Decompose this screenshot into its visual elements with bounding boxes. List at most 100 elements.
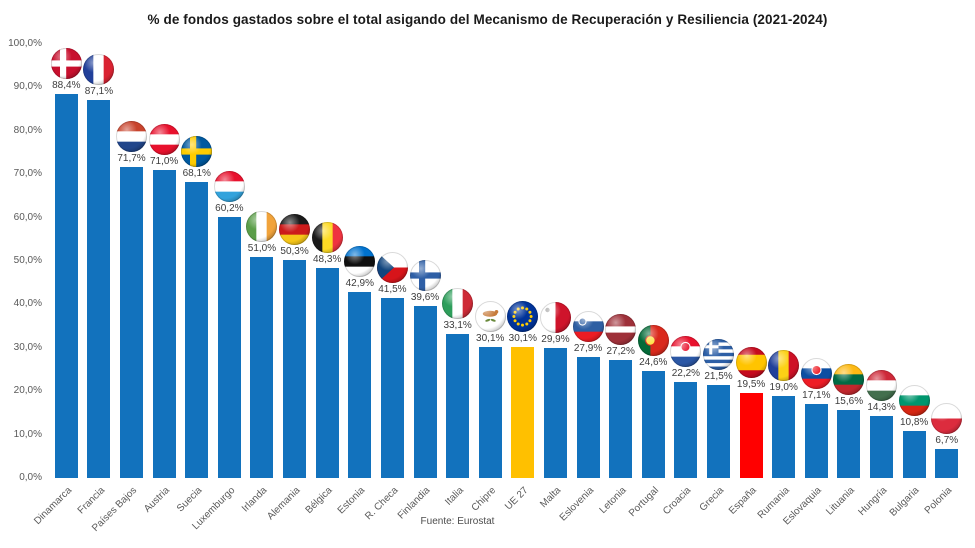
espana-flag-icon [735,347,767,379]
bar-column-chipre: 30,1% Chipre [469,44,507,514]
y-axis-tick: 50,0% [13,255,42,266]
bar-value-label: 21,5% [704,370,733,382]
polonia-flag-icon [931,402,963,434]
bar-paises-bajos [120,166,144,478]
grecia-flag-icon [702,338,734,370]
bar-grecia [706,384,730,478]
bar-ue-27 [511,347,535,478]
bar-value-label: 14,3% [867,401,896,413]
bar-value-label: 30,1% [476,333,505,345]
bar-value-label: 50,3% [280,245,309,257]
y-axis-tick: 100,0% [8,38,42,49]
belgica-flag-icon [311,222,343,254]
bar-column-croacia: 22,2% Croacia [662,44,703,517]
bar-value-label: 41,5% [378,283,407,295]
y-axis-tick: 80,0% [13,124,42,136]
bar-eslovaquia [804,403,828,478]
bar-italia [446,334,470,478]
bar-belgica [315,268,339,478]
austria-flag-icon [148,123,180,155]
bar-hungria [870,415,894,478]
bar-bulgaria [902,431,926,478]
bar-column-paises-bajos: 71,7% Países Bajos [90,44,148,534]
lituania-flag-icon [833,364,865,396]
bar-value-label: 51,0% [247,242,277,254]
bar-value-label: 15,6% [834,396,864,408]
bar-column-eslovaquia: 17,1% Eslovaquia [782,44,833,527]
bar-value-label: 48,3% [313,254,342,266]
bar-espana [739,393,763,478]
bar-value-label: 24,6% [639,357,668,369]
bar-value-label: 27,2% [606,345,635,357]
bar-column-suecia: 68,1% Suecia [175,44,213,514]
y-axis-tick: 20,0% [13,385,42,397]
rumania-flag-icon [768,349,800,381]
alemania-flag-icon [279,213,311,245]
bar-column-r-checa: 41,5% R. Checa [363,44,409,522]
bar-value-label: 30,1% [508,333,538,345]
irlanda-flag-icon [246,210,278,242]
x-axis-label-irlanda: Irlanda [240,485,270,515]
bar-luxemburgo [217,216,241,478]
x-axis-label-italia: Italia [442,485,466,508]
ue-27-flag-icon [507,301,539,333]
bar-francia [87,100,111,478]
x-axis-label-francia: Francia [75,485,107,517]
bar-column-malta: 29,9% Malta [538,44,572,510]
bar-r-checa [380,297,404,478]
bar-value-label: 87,1% [84,86,114,97]
x-axis-label-suecia: Suecia [175,485,205,515]
paises-bajos-flag-icon [116,120,148,152]
x-axis-label-bulgaria: Bulgaria [888,485,922,519]
x-axis-label-malta: Malta [538,485,564,511]
bar-polonia [935,448,959,478]
bar-value-label: 33,1% [443,320,472,332]
bar-value-label: 68,1% [182,168,211,180]
malta-flag-icon [539,302,571,334]
finlandia-flag-icon [409,260,441,292]
x-axis-label-ue-27: UE 27 [503,485,531,513]
bar-value-label: 29,9% [541,334,570,346]
bar-value-label: 27,9% [573,342,603,354]
bar-column-bulgaria: 10,8% Bulgaria [888,44,931,519]
x-axis-label-croacia: Croacia [661,485,694,518]
bar-lituania [837,410,861,478]
bar-suecia [185,182,209,478]
chipre-flag-icon [474,301,506,333]
x-axis-label-grecia: Grecia [697,485,727,514]
bar-estonia [348,291,372,478]
bar-eslovenia [576,356,600,478]
eslovaquia-flag-icon [800,357,832,389]
bar-value-label: 10,8% [899,417,929,429]
plot-area: 88,4% Dinamarca 87,1% Francia 71,7% Países Ba… [32,44,963,534]
bar-column-estonia: 42,9% Estonia [336,44,376,516]
hungria-flag-icon [866,369,898,401]
estonia-flag-icon [344,245,376,277]
bar-column-austria: 71,0% Austria [142,44,181,515]
bar-value-label: 71,0% [149,155,179,167]
y-axis-tick: 0,0% [19,472,42,483]
bar-letonia [609,359,633,478]
source-caption: Fuente: Eurostat [420,516,495,527]
croacia-flag-icon [670,335,702,367]
y-axis-tick: 30,0% [13,341,42,353]
suecia-flag-icon [181,136,213,168]
x-axis-label-espana: España [727,485,759,517]
bar-column-belgica: 48,3% Bélgica [304,44,344,516]
bar-value-label: 6,7% [935,434,959,446]
y-axis: 100,0% 90,0% 80,0% 70,0% 60,0% 50,0% 40,0% 30,0… [0,0,42,548]
bar-column-italia: 33,1% Italia [441,44,474,508]
bar-value-label: 88,4% [52,80,81,92]
bar-column-grecia: 21,5% Grecia [698,44,735,514]
x-axis-label-chipre: Chipre [469,485,499,514]
bar-column-irlanda: 51,0% Irlanda [240,44,279,514]
letonia-flag-icon [605,313,637,345]
bar-column-finlandia: 39,6% Finlandia [396,44,442,521]
x-axis-label-lituania: Lituania [824,485,857,518]
y-axis-tick: 10,0% [13,428,42,440]
bar-column-polonia: 6,7% Polonia [923,44,963,516]
bar-croacia [674,381,698,478]
chart-title: % de fondos gastados sobre el total asig… [147,12,828,27]
bar-value-label: 22,2% [671,367,701,379]
